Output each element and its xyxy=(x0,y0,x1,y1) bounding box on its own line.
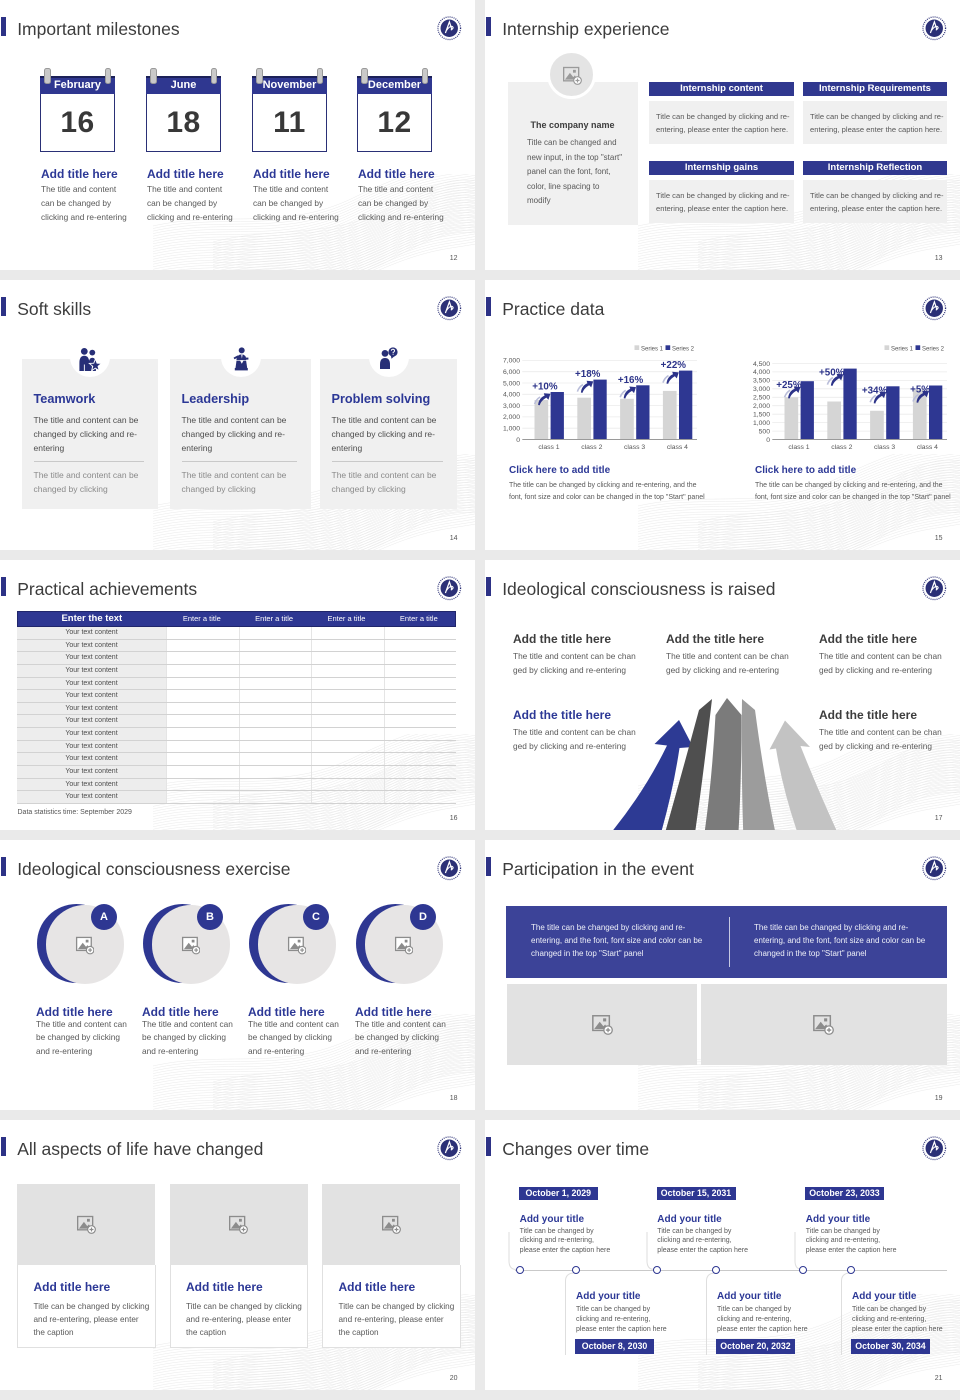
svg-text:class 3: class 3 xyxy=(624,444,645,451)
svg-text:0: 0 xyxy=(766,437,770,444)
svg-text:class 4: class 4 xyxy=(667,444,688,451)
svg-text:2,500: 2,500 xyxy=(753,395,770,402)
svg-text:3,000: 3,000 xyxy=(503,403,520,410)
svg-text:class 2: class 2 xyxy=(831,444,852,451)
svg-text:+25%: +25% xyxy=(776,380,802,391)
svg-text:4,500: 4,500 xyxy=(753,361,770,368)
svg-text:+10%: +10% xyxy=(532,382,558,393)
svg-text:class 1: class 1 xyxy=(538,444,559,451)
svg-text:+16%: +16% xyxy=(618,375,644,386)
svg-text:6,000: 6,000 xyxy=(503,369,520,376)
svg-text:7,000: 7,000 xyxy=(503,358,520,365)
svg-text:500: 500 xyxy=(759,428,771,435)
svg-text:Series 1: Series 1 xyxy=(641,346,664,352)
svg-text:class 4: class 4 xyxy=(917,444,938,451)
svg-text:1,500: 1,500 xyxy=(753,412,770,419)
svg-text:3,500: 3,500 xyxy=(753,378,770,385)
svg-text:Series 1: Series 1 xyxy=(891,346,914,352)
svg-text:3,000: 3,000 xyxy=(753,386,770,393)
svg-text:class 3: class 3 xyxy=(874,444,895,451)
svg-text:+22%: +22% xyxy=(661,360,687,371)
svg-text:Series 2: Series 2 xyxy=(672,346,695,352)
svg-text:class 1: class 1 xyxy=(788,444,809,451)
svg-text:+5%: +5% xyxy=(910,385,930,396)
svg-text:5,000: 5,000 xyxy=(503,380,520,387)
svg-text:Series 2: Series 2 xyxy=(922,346,945,352)
svg-text:1,000: 1,000 xyxy=(753,420,770,427)
svg-text:1,000: 1,000 xyxy=(503,426,520,433)
svg-text:2,000: 2,000 xyxy=(503,414,520,421)
svg-text:+18%: +18% xyxy=(575,369,601,380)
svg-text:class 2: class 2 xyxy=(581,444,602,451)
svg-text:2,000: 2,000 xyxy=(753,403,770,410)
svg-text:0: 0 xyxy=(516,437,520,444)
svg-text:+34%: +34% xyxy=(862,385,888,396)
svg-text:+50%: +50% xyxy=(819,368,845,379)
svg-text:4,000: 4,000 xyxy=(753,369,770,376)
svg-text:4,000: 4,000 xyxy=(503,392,520,399)
